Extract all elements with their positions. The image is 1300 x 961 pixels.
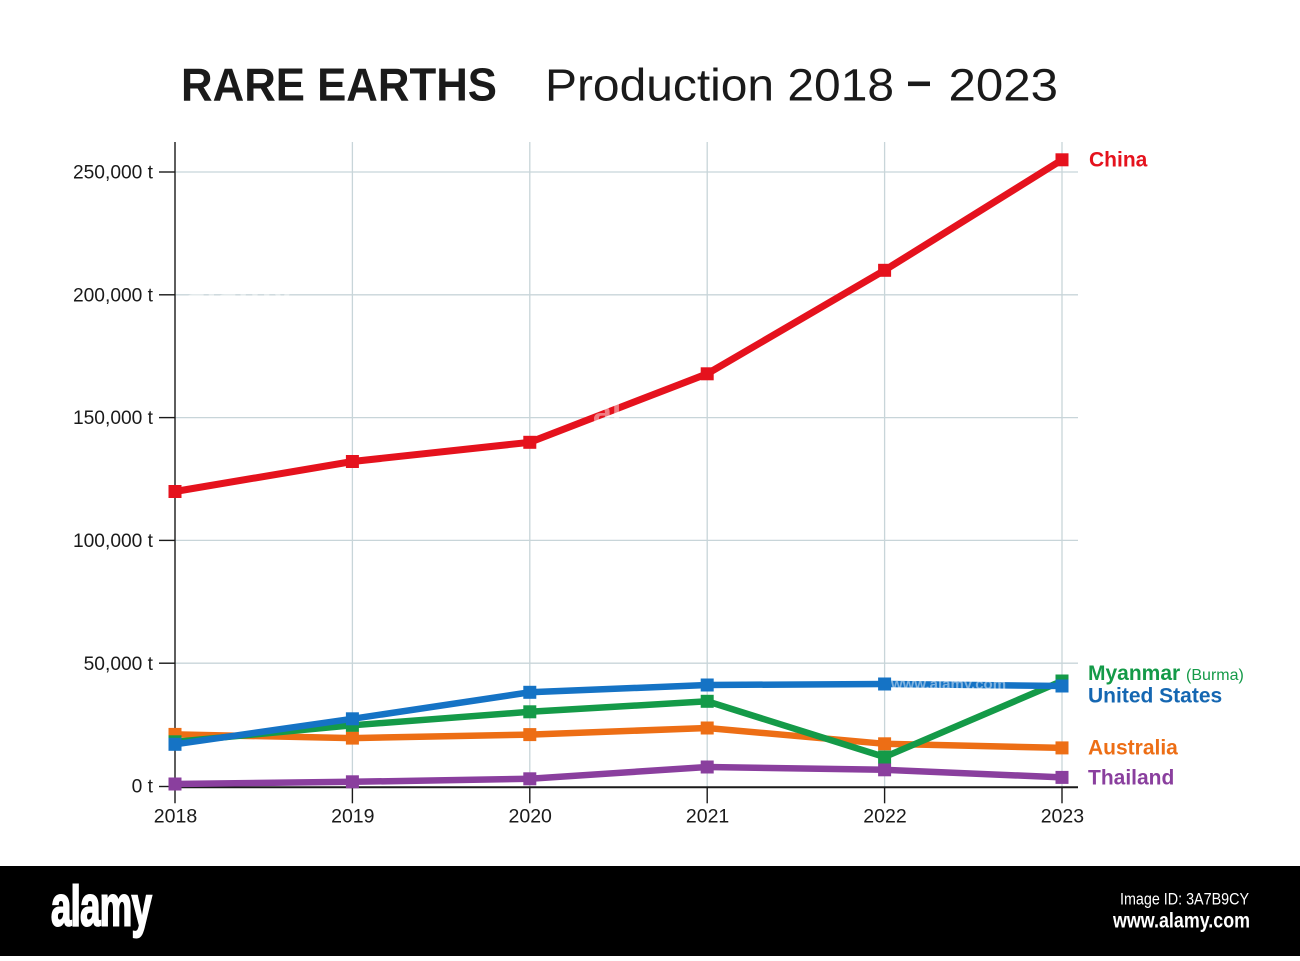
svg-text:2018: 2018 bbox=[154, 805, 197, 827]
svg-text:www.alamy.com: www.alamy.com bbox=[1112, 910, 1250, 933]
svg-text:200,000 t: 200,000 t bbox=[73, 285, 154, 306]
svg-text:2022: 2022 bbox=[863, 805, 906, 827]
svg-text:2020: 2020 bbox=[509, 805, 553, 827]
svg-text:China: China bbox=[1089, 149, 1148, 172]
svg-text:100,000 t: 100,000 t bbox=[73, 531, 154, 552]
svg-text:2023: 2023 bbox=[1041, 805, 1084, 827]
svg-text:al: al bbox=[593, 394, 621, 432]
svg-text:RARE EARTHS: RARE EARTHS bbox=[181, 59, 497, 111]
svg-text:Production 2018: Production 2018 bbox=[545, 60, 894, 111]
svg-text:alamy: alamy bbox=[185, 273, 293, 315]
svg-text:2021: 2021 bbox=[686, 805, 729, 827]
svg-text:150,000 t: 150,000 t bbox=[73, 408, 154, 429]
svg-text:Australia: Australia bbox=[1088, 737, 1178, 760]
svg-text:Thailand: Thailand bbox=[1088, 767, 1174, 790]
svg-text:0 t: 0 t bbox=[132, 777, 154, 798]
svg-text:2019: 2019 bbox=[331, 805, 374, 827]
svg-text:United States: United States bbox=[1088, 685, 1222, 708]
svg-text:2023: 2023 bbox=[949, 60, 1059, 111]
svg-text:Myanmar (Burma): Myanmar (Burma) bbox=[1088, 662, 1244, 685]
svg-text:Image ID: 3A7B9CY: Image ID: 3A7B9CY bbox=[1120, 890, 1249, 909]
svg-text:www.alamy.com: www.alamy.com bbox=[890, 676, 1006, 693]
svg-text:250,000 t: 250,000 t bbox=[73, 163, 154, 184]
svg-text:50,000 t: 50,000 t bbox=[84, 654, 154, 675]
svg-text:alamy: alamy bbox=[51, 875, 152, 938]
